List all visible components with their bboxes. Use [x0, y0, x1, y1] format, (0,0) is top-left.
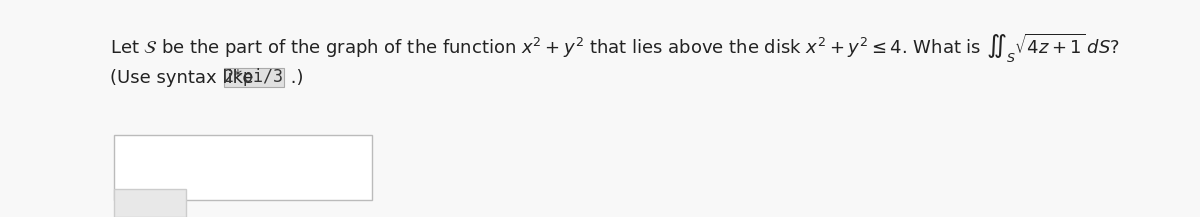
FancyBboxPatch shape [114, 135, 372, 200]
Text: .): .) [286, 69, 304, 87]
Text: 2*pi/3: 2*pi/3 [224, 68, 284, 86]
FancyBboxPatch shape [114, 189, 186, 217]
Text: Let $\mathcal{S}$ be the part of the graph of the function $x^2 + y^2$ that lies: Let $\mathcal{S}$ be the part of the gra… [110, 32, 1120, 65]
Text: (Use syntax like: (Use syntax like [110, 69, 259, 87]
FancyBboxPatch shape [224, 67, 284, 87]
